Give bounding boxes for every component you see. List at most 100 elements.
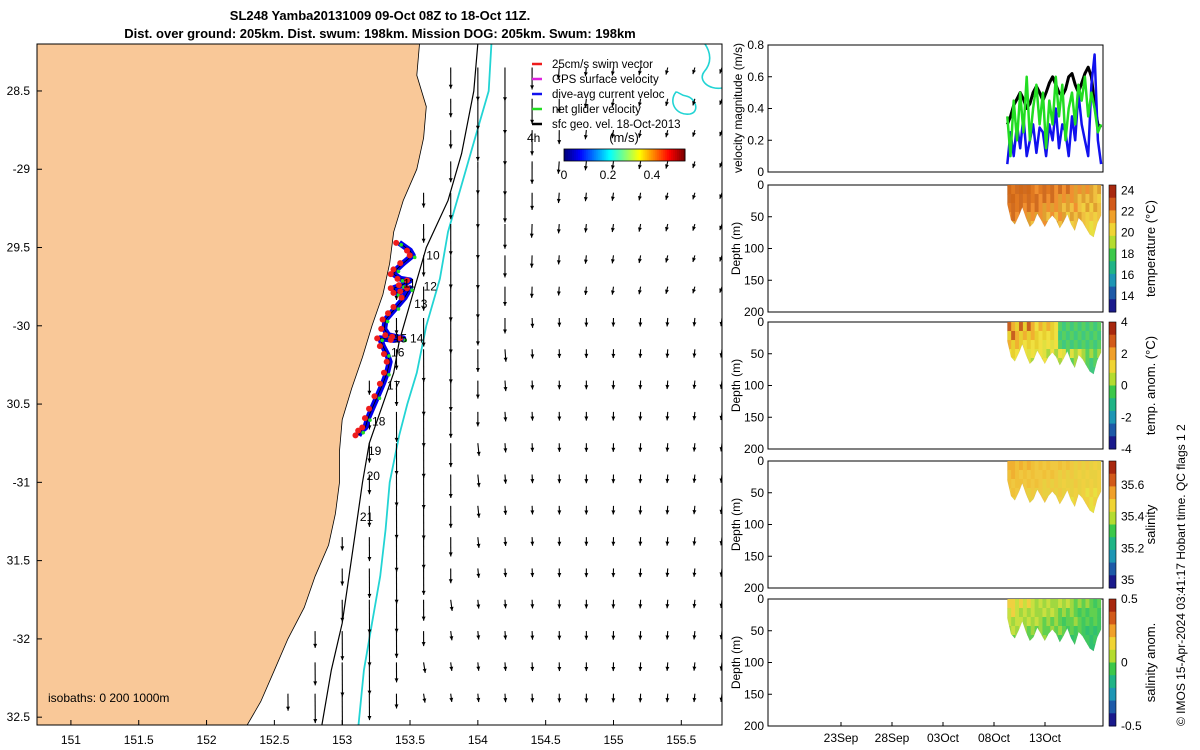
- section-colorbar-swatch: [1109, 308, 1116, 313]
- section-cell: [1065, 185, 1071, 195]
- current-vector-head: [556, 291, 561, 296]
- current-vector-head: [557, 322, 562, 327]
- section-ylabel: Depth (m): [729, 636, 743, 689]
- current-vector-head: [719, 321, 722, 327]
- map-xtick-label: 153: [332, 733, 352, 747]
- section-cell: [1038, 340, 1043, 350]
- section-cell: [1065, 340, 1071, 350]
- section-colorbar-swatch: [1109, 375, 1116, 380]
- colorbar-swatch: [666, 149, 670, 161]
- section-cell: [1097, 331, 1102, 341]
- section-colorbar-swatch: [1109, 197, 1116, 202]
- section-xtick-label: 08Oct: [978, 731, 1011, 745]
- section-cell: [1030, 203, 1036, 213]
- section-colorbar-swatch: [1109, 372, 1116, 377]
- section-cell: [1097, 322, 1102, 332]
- colorbar-swatch: [600, 149, 603, 161]
- section-cell: [1062, 608, 1067, 618]
- section-cell: [1007, 599, 1012, 609]
- section-colorbar-swatch: [1109, 537, 1116, 541]
- section-cell: [1085, 479, 1090, 489]
- current-vector-head: [394, 330, 399, 335]
- section-cell: [1069, 340, 1075, 350]
- section-colorbar-label: salinity anom.: [1143, 623, 1158, 702]
- current-vector-head: [638, 322, 643, 327]
- section-cell: [1093, 203, 1098, 213]
- current-vector-head: [475, 190, 480, 195]
- section-colorbar-swatch: [1109, 289, 1116, 294]
- section-cell: [1030, 479, 1036, 489]
- current-vector-head: [665, 541, 670, 546]
- section-cell: [1050, 194, 1055, 204]
- current-vector-head: [719, 100, 722, 105]
- colorbar-swatch: [612, 149, 615, 161]
- map-ytick-label: 29.5: [7, 241, 31, 255]
- section-ytick-label: 100: [744, 518, 764, 532]
- section-colorbar-swatch: [1109, 223, 1116, 227]
- glider-velocity-dot: [399, 243, 403, 247]
- colorbar-swatch: [588, 149, 591, 161]
- section-colorbar-label: temp. anom. (°C): [1143, 336, 1158, 435]
- swim-vector-dot: [374, 335, 381, 342]
- colorbar-swatch: [646, 149, 650, 161]
- current-vector-head: [665, 322, 670, 327]
- section-cell: [1046, 479, 1051, 489]
- current-vector-head: [476, 604, 481, 609]
- section-cell: [1046, 470, 1051, 480]
- current-vector-head: [503, 357, 508, 362]
- current-vector-head: [584, 604, 589, 609]
- current-vector-head: [692, 666, 697, 671]
- section-colorbar-swatch: [1109, 185, 1116, 189]
- current-vector-head: [692, 509, 697, 515]
- section-cell: [1058, 461, 1063, 471]
- section-cell: [1058, 221, 1063, 231]
- glider-velocity-dot: [412, 255, 417, 260]
- current-vector-head: [530, 572, 535, 578]
- colorbar-swatch: [570, 149, 573, 161]
- section-colorbar-swatch: [1109, 621, 1116, 625]
- section-colorbar-swatch: [1109, 439, 1116, 444]
- section-cell: [1007, 608, 1012, 618]
- section-cell: [1018, 322, 1024, 332]
- section-cell: [1046, 203, 1051, 213]
- section-colorbar-swatch: [1109, 442, 1116, 447]
- section-cell: [1018, 617, 1024, 627]
- section-cell: [1097, 461, 1102, 471]
- section-cell: [1011, 340, 1016, 350]
- map-xtick-label: 152: [197, 733, 217, 747]
- section-cell: [1081, 340, 1086, 350]
- section-cell: [1089, 488, 1094, 498]
- section-cell: [1073, 340, 1079, 350]
- map-ytick-label: -31: [13, 475, 31, 489]
- current-vector-head: [449, 697, 454, 702]
- day-label: 17: [387, 378, 401, 392]
- section-outline: [1007, 598, 1102, 652]
- section-colorbar-swatch: [1109, 518, 1116, 522]
- current-vector: [450, 724, 452, 725]
- section-colorbar-swatch: [1109, 659, 1116, 663]
- current-vector: [423, 724, 425, 725]
- current-vector-head: [394, 365, 399, 370]
- current-vector-head: [556, 260, 561, 265]
- section-colorbar-label: temperature (°C): [1143, 200, 1158, 297]
- section-ytick-label: 0: [757, 315, 764, 329]
- section-cell: [1069, 349, 1075, 359]
- section-ytick-label: 100: [744, 379, 764, 393]
- current-vector-head: [638, 541, 643, 546]
- section-colorbar-tick: 35.2: [1121, 541, 1145, 555]
- section-cell: [1015, 617, 1020, 627]
- glider-velocity-dot: [385, 319, 390, 324]
- colorbar-swatch: [674, 149, 678, 161]
- section-colorbar-swatch: [1109, 213, 1116, 218]
- current-vector-head: [610, 133, 615, 139]
- section-cell: [1062, 599, 1067, 609]
- current-vector: [721, 724, 722, 725]
- section-cell: [1050, 599, 1055, 609]
- section-colorbar-swatch: [1109, 486, 1116, 491]
- current-vector-head: [719, 69, 722, 74]
- current-vector-head: [530, 85, 535, 90]
- section-cell: [1085, 203, 1090, 213]
- current-vector-head: [637, 133, 642, 138]
- current-vector-head: [556, 229, 561, 234]
- current-vector-head: [448, 144, 453, 149]
